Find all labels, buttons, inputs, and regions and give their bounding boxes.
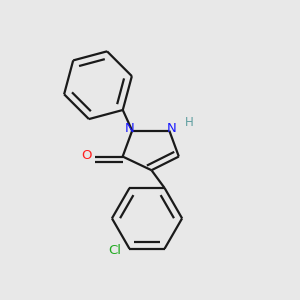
- Text: N: N: [125, 122, 135, 135]
- Text: Cl: Cl: [108, 244, 121, 257]
- Text: N: N: [167, 122, 177, 135]
- Text: O: O: [81, 149, 92, 162]
- Text: H: H: [185, 116, 194, 129]
